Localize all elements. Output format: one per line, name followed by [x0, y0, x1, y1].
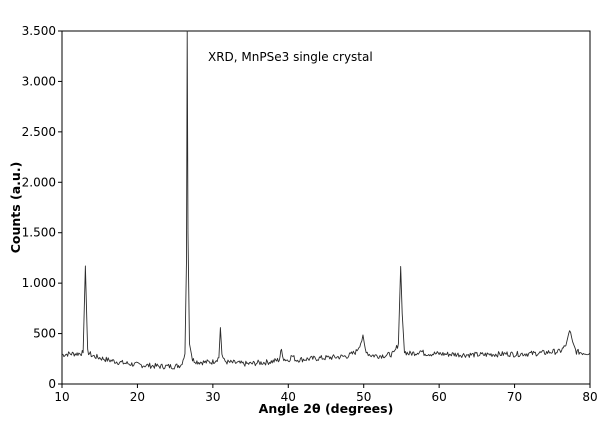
- y-tick-label: 3.000: [22, 74, 56, 88]
- chart-annotation: XRD, MnPSe3 single crystal: [208, 50, 373, 64]
- y-tick-label: 0: [48, 377, 56, 391]
- x-tick-label: 10: [54, 390, 69, 404]
- plot-area: [61, 30, 591, 385]
- x-tick-label: 30: [205, 390, 220, 404]
- y-axis-title: Counts (a.u.): [8, 162, 23, 254]
- y-tick-label: 2.500: [22, 125, 56, 139]
- x-tick-label: 40: [281, 390, 296, 404]
- x-axis: 10 20 30 40 50 60 70 80: [54, 384, 598, 404]
- x-tick-label: 70: [507, 390, 522, 404]
- y-tick-label: 1.000: [22, 276, 56, 290]
- x-tick-label: 50: [356, 390, 371, 404]
- x-tick-label: 20: [130, 390, 145, 404]
- y-tick-label: 2.000: [22, 175, 56, 189]
- y-tick-label: 500: [33, 327, 56, 341]
- y-axis: 0 500 1.000 1.500 2.000 2.500 3.000 3.500: [22, 24, 62, 391]
- x-axis-title: Angle 2θ (degrees): [259, 401, 394, 416]
- x-tick-label: 80: [582, 390, 597, 404]
- y-tick-label: 1.500: [22, 226, 56, 240]
- series-line: [61, 30, 591, 370]
- x-tick-label: 60: [432, 390, 447, 404]
- y-tick-label: 3.500: [22, 24, 56, 38]
